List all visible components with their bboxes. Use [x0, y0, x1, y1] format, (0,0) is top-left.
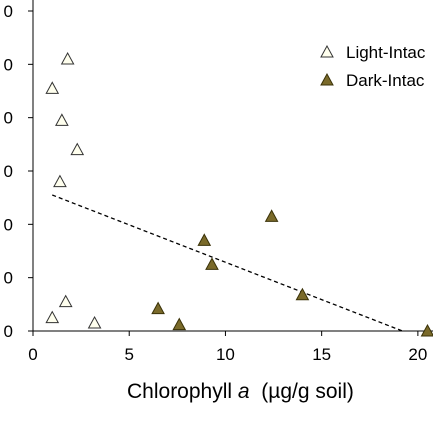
- legend-label-dark-intac: Dark-Intac: [346, 71, 425, 90]
- data-point-dark-intac: [264, 209, 279, 222]
- x-axis-title-part: Chlorophyll: [127, 380, 238, 403]
- x-axis-title: Chlorophyll a (µg/g soil): [127, 380, 354, 403]
- legend-marker-light-intac: [320, 44, 334, 58]
- data-point-dark-intac: [197, 233, 212, 246]
- data-point-light-intac: [45, 310, 60, 324]
- y-tick-label: 0: [4, 2, 13, 21]
- x-tick-label: 20: [408, 345, 427, 364]
- x-axis-title-italic: a: [238, 380, 250, 403]
- y-tick-label: 0: [4, 55, 13, 74]
- y-tick-label: 0: [4, 215, 13, 234]
- x-tick-label: 5: [124, 345, 133, 364]
- data-point-light-intac: [87, 315, 102, 329]
- tick-marks: [28, 10, 419, 336]
- y-tick-label: 0: [4, 269, 13, 288]
- data-point-light-intac: [58, 294, 73, 308]
- y-tick-label: 0: [4, 162, 13, 181]
- x-tick-label: 0: [28, 345, 37, 364]
- x-tick-label: 15: [312, 345, 331, 364]
- data-point-light-intac: [70, 142, 85, 156]
- data-point-dark-intac: [295, 287, 310, 301]
- data-point-light-intac: [60, 51, 75, 65]
- x-axis-title-unit: (µg/g soil): [250, 380, 354, 403]
- legend-label-light-intac: Light-Intac: [346, 43, 426, 62]
- y-tick-label: 0: [4, 322, 13, 341]
- x-tick-label: 10: [216, 345, 235, 364]
- data-point-light-intac: [45, 81, 60, 94]
- data-point-dark-intac: [205, 257, 219, 270]
- data-points: [45, 51, 433, 337]
- data-point-dark-intac: [151, 301, 165, 315]
- y-tick-label: 0: [4, 109, 13, 128]
- data-point-dark-intac: [172, 317, 187, 331]
- trendline: [52, 194, 403, 332]
- legend: Light-Intac Dark-Intac: [320, 43, 426, 90]
- data-point-light-intac: [53, 174, 67, 188]
- legend-marker-dark-intac: [320, 72, 334, 86]
- data-point-dark-intac: [420, 323, 433, 337]
- data-point-light-intac: [55, 113, 69, 126]
